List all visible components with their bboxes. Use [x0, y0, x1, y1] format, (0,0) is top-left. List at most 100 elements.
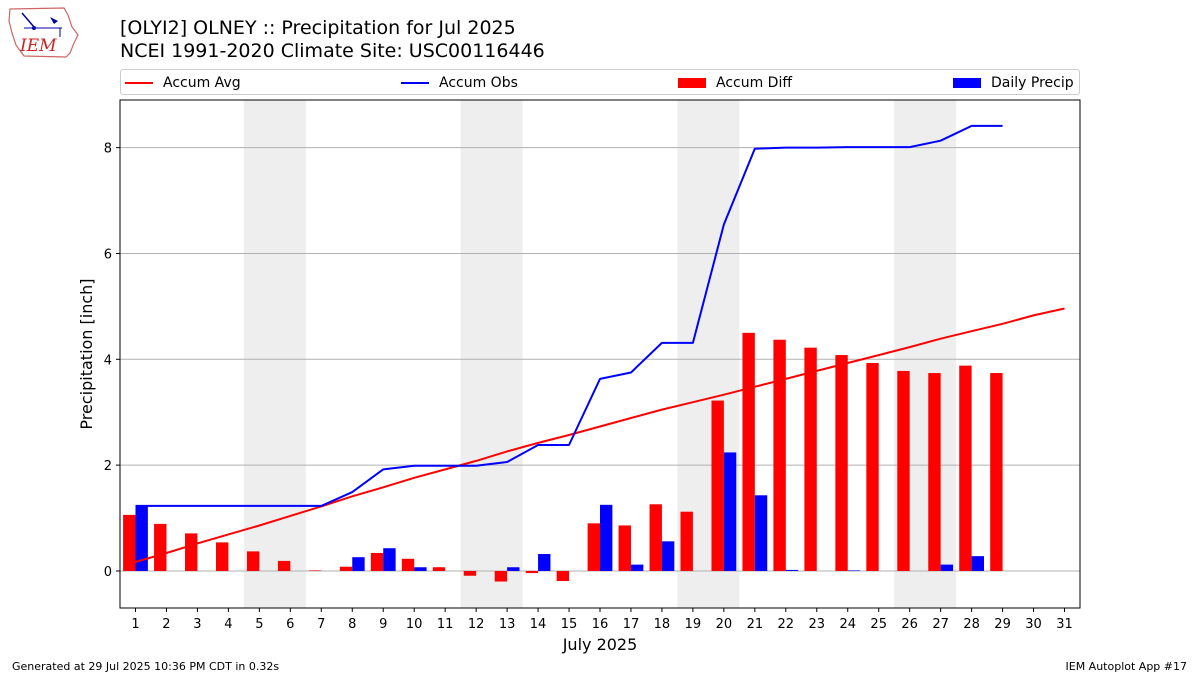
chart-title: [OLYI2] OLNEY :: Precipitation for Jul 2… — [120, 17, 516, 39]
daily-precip-bar — [538, 554, 551, 571]
daily-precip-bar — [723, 452, 737, 571]
daily-precip-bar — [971, 556, 984, 571]
legend-label-accum-diff: Accum Diff — [716, 75, 793, 91]
accum-diff-bar — [773, 339, 786, 571]
footer-generated: Generated at 29 Jul 2025 10:36 PM CDT in… — [12, 660, 280, 673]
accum-diff-bar — [123, 514, 136, 571]
accum-diff-bar — [618, 525, 631, 571]
legend-item-accum-avg: Accum Avg — [125, 74, 241, 92]
accum-diff-bar — [649, 504, 662, 571]
iem-logo: IEM — [6, 5, 82, 63]
x-tick-label: 10 — [406, 617, 423, 632]
x-tick-label: 20 — [716, 617, 733, 632]
daily-precip-bar — [847, 570, 861, 572]
legend-label-accum-avg: Accum Avg — [163, 75, 241, 91]
accum-diff-bar — [866, 362, 879, 571]
x-tick-label: 23 — [809, 617, 826, 632]
weekend-shade — [460, 100, 523, 608]
x-tick-label: 17 — [623, 617, 640, 632]
accum-diff-bar — [339, 566, 353, 571]
x-tick-label: 2 — [162, 617, 170, 632]
accum-diff-bar — [432, 567, 446, 571]
y-tick-label: 4 — [104, 353, 112, 368]
accum-diff-bar — [308, 570, 322, 572]
accum-diff-bar — [959, 365, 972, 571]
daily-precip-bar — [940, 564, 954, 571]
accum-diff-bar — [897, 370, 910, 571]
legend-swatch-accum-obs — [401, 82, 429, 84]
x-tick-label: 27 — [932, 617, 949, 632]
accum-diff-bar — [835, 355, 848, 571]
daily-precip-bar — [754, 495, 768, 571]
accum-diff-bar — [587, 523, 600, 571]
footer-app: IEM Autoplot App #17 — [1065, 660, 1188, 673]
accum-diff-bar — [185, 533, 198, 571]
accum-diff-bar — [525, 570, 539, 574]
daily-precip-bar — [135, 505, 148, 571]
accum-obs-line — [135, 124, 1003, 507]
accum-diff-bar — [463, 570, 477, 576]
x-tick-label: 28 — [963, 617, 980, 632]
x-tick-label: 9 — [379, 617, 387, 632]
x-tick-label: 19 — [685, 617, 702, 632]
daily-precip-bar — [661, 541, 675, 571]
x-tick-label: 12 — [468, 617, 485, 632]
logo-text: IEM — [19, 36, 57, 56]
chart-legend: Accum Avg Accum Obs Accum Diff Daily Pre… — [120, 69, 1080, 95]
x-tick-label: 26 — [901, 617, 918, 632]
accum-diff-bar — [216, 542, 229, 571]
x-tick-label: 3 — [193, 617, 201, 632]
legend-item-accum-obs: Accum Obs — [401, 74, 518, 92]
accum-diff-bar — [277, 560, 291, 571]
y-axis-label: Precipitation [inch] — [77, 278, 96, 429]
y-tick-label: 6 — [104, 247, 112, 262]
accum-diff-bar — [680, 511, 693, 571]
x-tick-label: 7 — [317, 617, 325, 632]
y-tick-label: 0 — [104, 565, 112, 580]
weekend-shade — [243, 100, 306, 608]
legend-swatch-daily-precip — [953, 78, 981, 88]
bar-layer — [123, 332, 1003, 582]
accum-diff-bar — [494, 570, 508, 582]
x-axis-label: July 2025 — [562, 635, 638, 654]
daily-precip-bar — [785, 569, 799, 571]
daily-precip-bar — [414, 567, 427, 571]
x-axis: 1 2 3 4 5 6 7 8 9 10 11 12 13 14 15 16 17 18 19 20 21 22 23 24 2… — [131, 608, 1073, 632]
x-tick-label: 1 — [131, 617, 139, 632]
x-tick-label: 13 — [499, 617, 516, 632]
legend-label-daily-precip: Daily Precip — [991, 75, 1074, 91]
accum-diff-bar — [804, 347, 817, 571]
x-tick-label: 4 — [224, 617, 232, 632]
accum-avg-line — [135, 307, 1065, 563]
iem-logo-icon: IEM — [8, 7, 79, 58]
x-tick-label: 11 — [437, 617, 454, 632]
chart-subtitle: NCEI 1991-2020 Climate Site: USC00116446 — [120, 40, 545, 62]
daily-precip-bar — [507, 567, 520, 571]
x-tick-label: 31 — [1056, 617, 1073, 632]
x-tick-label: 25 — [870, 617, 887, 632]
x-tick-label: 24 — [839, 617, 856, 632]
accum-diff-bar — [556, 570, 570, 582]
accum-diff-bar — [370, 552, 384, 571]
accum-diff-bar — [246, 551, 260, 571]
x-tick-label: 6 — [286, 617, 294, 632]
accum-diff-bar — [401, 558, 415, 571]
x-tick-label: 29 — [994, 617, 1011, 632]
y-tick-label: 8 — [104, 142, 112, 157]
daily-precip-bar — [383, 548, 396, 571]
legend-item-accum-diff: Accum Diff — [678, 74, 792, 92]
line-layer — [135, 124, 1065, 563]
accum-diff-bar — [711, 400, 724, 571]
x-tick-label: 5 — [255, 617, 263, 632]
accum-diff-bar — [928, 373, 941, 571]
legend-swatch-accum-diff — [678, 78, 706, 88]
legend-label-accum-obs: Accum Obs — [439, 75, 518, 91]
daily-precip-bar — [352, 557, 365, 571]
x-tick-label: 18 — [654, 617, 671, 632]
daily-precip-bar — [600, 504, 613, 571]
y-axis: 0 2 4 6 8 — [104, 142, 120, 580]
x-tick-label: 14 — [530, 617, 547, 632]
accum-diff-bar — [742, 332, 755, 571]
accum-diff-bar — [154, 523, 167, 571]
